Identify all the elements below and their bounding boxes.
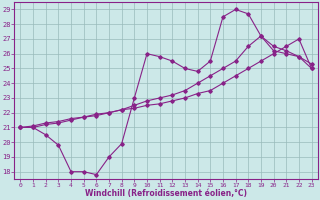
X-axis label: Windchill (Refroidissement éolien,°C): Windchill (Refroidissement éolien,°C) [85, 189, 247, 198]
